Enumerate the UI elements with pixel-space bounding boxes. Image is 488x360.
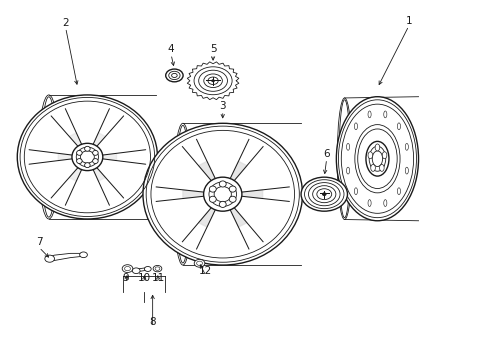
Ellipse shape (17, 95, 157, 219)
Ellipse shape (209, 186, 216, 192)
Ellipse shape (336, 97, 418, 221)
Ellipse shape (383, 200, 386, 207)
Polygon shape (198, 208, 215, 227)
Ellipse shape (367, 200, 370, 207)
Polygon shape (102, 153, 116, 161)
Circle shape (322, 193, 325, 195)
Circle shape (45, 255, 54, 262)
Polygon shape (69, 168, 81, 181)
Ellipse shape (219, 201, 226, 207)
Circle shape (144, 266, 151, 271)
Text: 6: 6 (323, 149, 329, 159)
Text: 5: 5 (209, 44, 216, 54)
Circle shape (198, 70, 227, 91)
Ellipse shape (354, 188, 357, 195)
Text: 9: 9 (122, 273, 129, 283)
Text: 4: 4 (167, 44, 174, 54)
Ellipse shape (383, 111, 386, 118)
Ellipse shape (371, 151, 382, 167)
Ellipse shape (76, 147, 98, 167)
Ellipse shape (405, 143, 407, 150)
Circle shape (196, 261, 202, 265)
Circle shape (211, 80, 214, 82)
Circle shape (168, 71, 180, 80)
Ellipse shape (365, 141, 388, 176)
Text: 10: 10 (137, 273, 150, 283)
Text: 8: 8 (149, 317, 156, 327)
Ellipse shape (92, 159, 98, 163)
Ellipse shape (367, 152, 372, 159)
Circle shape (165, 69, 183, 82)
Text: 1: 1 (405, 16, 411, 26)
Ellipse shape (92, 150, 98, 155)
Ellipse shape (379, 165, 384, 171)
Circle shape (153, 265, 162, 272)
Polygon shape (58, 153, 72, 161)
Ellipse shape (367, 111, 370, 118)
Ellipse shape (397, 123, 400, 130)
Polygon shape (49, 253, 83, 260)
Ellipse shape (72, 143, 102, 171)
Ellipse shape (370, 165, 375, 171)
Polygon shape (93, 168, 105, 181)
Polygon shape (230, 161, 246, 181)
Ellipse shape (84, 146, 90, 151)
Ellipse shape (405, 167, 407, 174)
Circle shape (155, 267, 160, 270)
Ellipse shape (346, 167, 349, 174)
Circle shape (171, 73, 177, 77)
Ellipse shape (208, 182, 236, 206)
Polygon shape (198, 161, 215, 181)
Text: 12: 12 (199, 266, 212, 276)
Circle shape (132, 268, 140, 274)
Polygon shape (135, 267, 147, 272)
Ellipse shape (77, 150, 82, 155)
Ellipse shape (354, 123, 357, 130)
Text: 2: 2 (62, 18, 69, 28)
Text: 3: 3 (219, 101, 225, 111)
Ellipse shape (346, 143, 349, 150)
Ellipse shape (81, 151, 94, 163)
Circle shape (301, 177, 347, 211)
Polygon shape (241, 190, 262, 198)
Ellipse shape (397, 188, 400, 195)
Ellipse shape (209, 196, 216, 202)
Circle shape (80, 252, 87, 258)
Ellipse shape (142, 123, 302, 265)
Ellipse shape (368, 146, 385, 171)
Polygon shape (93, 133, 105, 146)
Ellipse shape (214, 186, 231, 202)
Polygon shape (230, 208, 246, 227)
Circle shape (124, 266, 130, 271)
Ellipse shape (382, 152, 386, 159)
Circle shape (203, 74, 222, 87)
Ellipse shape (229, 196, 236, 202)
Text: 11: 11 (151, 273, 165, 283)
Ellipse shape (77, 159, 82, 163)
Ellipse shape (219, 181, 226, 187)
Ellipse shape (84, 163, 90, 168)
Text: 7: 7 (36, 237, 42, 247)
Ellipse shape (374, 144, 379, 151)
Polygon shape (183, 190, 203, 198)
Circle shape (194, 260, 204, 267)
Circle shape (122, 265, 133, 273)
Ellipse shape (203, 177, 242, 211)
Ellipse shape (229, 186, 236, 192)
Circle shape (194, 67, 232, 95)
Circle shape (207, 77, 218, 85)
Polygon shape (69, 133, 81, 146)
